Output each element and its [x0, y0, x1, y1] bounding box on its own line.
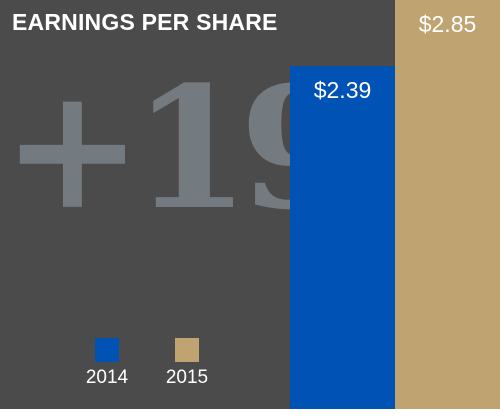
- legend-swatch-2015: [175, 338, 199, 362]
- chart-title: EARNINGS PER SHARE: [12, 9, 278, 35]
- bar-value-label-2014: $2.39: [314, 77, 372, 103]
- bar-2015: [395, 0, 500, 410]
- bar-2014: [290, 66, 395, 409]
- legend-label-2014: 2014: [86, 367, 129, 388]
- bar-value-label-2015: $2.85: [419, 11, 477, 37]
- legend-swatch-2014: [95, 338, 119, 362]
- legend-label-2015: 2015: [166, 367, 208, 388]
